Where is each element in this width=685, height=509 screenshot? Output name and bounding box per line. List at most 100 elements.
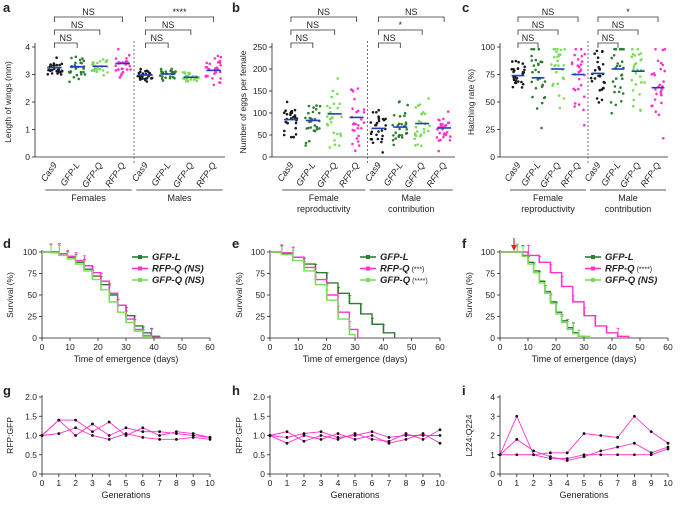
panel-c-point bbox=[521, 72, 524, 76]
panel-d-y-tick-label: 100 bbox=[23, 247, 37, 257]
panel-c-point bbox=[523, 65, 526, 69]
panel-i-x-tick-label: 7 bbox=[615, 478, 620, 488]
panel-b-point bbox=[315, 104, 318, 107]
panel-c-point bbox=[534, 58, 538, 62]
panel-a-group-label: Females bbox=[71, 193, 106, 203]
panel-b-point bbox=[422, 131, 426, 134]
panel-a-significance-bracket bbox=[53, 29, 101, 35]
panel-b-point bbox=[351, 107, 354, 110]
panel-a-significance-label: NS bbox=[162, 20, 175, 30]
panel-i-data-point bbox=[599, 434, 603, 437]
panel-c-point bbox=[579, 83, 583, 87]
panel-b-point bbox=[315, 125, 319, 129]
panel-i-data-point bbox=[515, 414, 519, 418]
panel-c-point bbox=[614, 103, 618, 107]
panel-c-significance-label: NS bbox=[542, 7, 555, 17]
panel-b-point bbox=[329, 110, 332, 114]
panel-c-point bbox=[553, 55, 556, 59]
panel-b-point bbox=[283, 129, 286, 133]
panel-a-point bbox=[106, 71, 109, 74]
panel-a-significance-bracket bbox=[144, 42, 169, 48]
panel-b-point bbox=[338, 102, 342, 106]
panel-b-point bbox=[444, 123, 448, 127]
panel-a-point bbox=[213, 72, 216, 75]
panel-d-legend-marker bbox=[138, 255, 142, 259]
panel-c-point bbox=[536, 78, 540, 81]
panel-b-point bbox=[442, 135, 445, 139]
panel-b-significance-label: NS bbox=[307, 20, 320, 30]
panel-a-point bbox=[101, 58, 105, 61]
panel-c-y-tick-label: 25 bbox=[486, 125, 496, 135]
panel-b-point bbox=[427, 97, 430, 100]
panel-c-point bbox=[512, 67, 515, 71]
panel-b-point bbox=[377, 119, 381, 123]
panel-e-legend-marker bbox=[366, 266, 370, 271]
panel-f-y-tick-label: 25 bbox=[486, 312, 496, 322]
panel-i-label: i bbox=[462, 383, 466, 398]
panel-b-point bbox=[405, 128, 409, 131]
panel-f-arrow-head bbox=[511, 245, 517, 251]
panel-e-legend-marker bbox=[366, 278, 370, 282]
panel-c-point bbox=[639, 52, 643, 55]
panel-c-point bbox=[631, 89, 635, 92]
panel-a-point bbox=[56, 68, 60, 71]
panel-a-point bbox=[102, 73, 105, 77]
panel-b-point bbox=[282, 133, 286, 137]
panel-b-y-tick-label: 100 bbox=[253, 108, 267, 118]
panel-c-point bbox=[613, 85, 617, 88]
panel-b-point bbox=[362, 108, 366, 111]
panel-c-point bbox=[662, 137, 665, 140]
panel-h-data-point bbox=[370, 430, 374, 434]
panel-c-point bbox=[643, 81, 646, 84]
panel-e-x-label: Time of emergence (days) bbox=[303, 354, 408, 364]
panel-a-point bbox=[92, 63, 95, 66]
panel-c-point bbox=[521, 83, 525, 86]
panel-b-point bbox=[377, 115, 380, 118]
panel-b-point bbox=[339, 132, 342, 135]
panel-b-point bbox=[283, 111, 286, 114]
panel-h-x-tick-label: 9 bbox=[421, 478, 426, 488]
panel-d-y-tick-label: 75 bbox=[28, 269, 38, 279]
panel-g-data-point bbox=[175, 437, 178, 441]
panel-b-category-label: Cas9 bbox=[275, 160, 295, 183]
panel-b-point bbox=[423, 112, 427, 116]
panel-b-point bbox=[325, 122, 329, 126]
panel-b-point bbox=[414, 106, 418, 109]
panel-c-point bbox=[576, 64, 580, 67]
panel-b-significance-label: NS bbox=[383, 33, 396, 43]
panel-b-point bbox=[376, 137, 380, 141]
panel-c-point bbox=[556, 82, 560, 85]
panel-a-point bbox=[58, 63, 61, 67]
panel-h-data-point bbox=[421, 437, 425, 441]
panel-b-point bbox=[370, 138, 374, 141]
panel-a-point bbox=[173, 77, 176, 80]
panel-i-data-point bbox=[565, 451, 569, 455]
panel-i-data-point bbox=[633, 441, 636, 445]
panel-c-point bbox=[620, 100, 623, 103]
panel-b-significance-label: NS bbox=[405, 7, 418, 17]
panel-a-point bbox=[164, 76, 167, 79]
panel-a-point bbox=[211, 77, 214, 80]
panel-a-point bbox=[129, 68, 132, 71]
panel-f-x-tick-label: 40 bbox=[607, 342, 617, 352]
panel-h-data-point bbox=[353, 434, 357, 437]
panel-a-point bbox=[128, 64, 132, 68]
panel-c-point bbox=[657, 113, 661, 117]
panel-b-point bbox=[445, 131, 449, 134]
panel-g-data-point bbox=[124, 432, 128, 435]
panel-c-point bbox=[534, 86, 538, 90]
panel-h-data-point bbox=[404, 432, 408, 435]
panel-b-point bbox=[414, 134, 418, 138]
panel-c-point bbox=[530, 54, 533, 58]
panel-i-x-tick-label: 3 bbox=[548, 478, 553, 488]
panel-b-category-label: Cas9 bbox=[363, 160, 383, 183]
panel-c-point bbox=[562, 63, 566, 67]
panel-a-point bbox=[99, 60, 102, 63]
panel-a-point bbox=[170, 70, 174, 74]
panel-c-y-label: Hatching rate (%) bbox=[466, 69, 476, 135]
panel-c-point bbox=[612, 54, 616, 57]
panel-c-point bbox=[595, 97, 599, 100]
panel-a-point bbox=[144, 69, 147, 73]
panel-b-point bbox=[362, 111, 366, 114]
panel-c-point bbox=[540, 85, 544, 88]
